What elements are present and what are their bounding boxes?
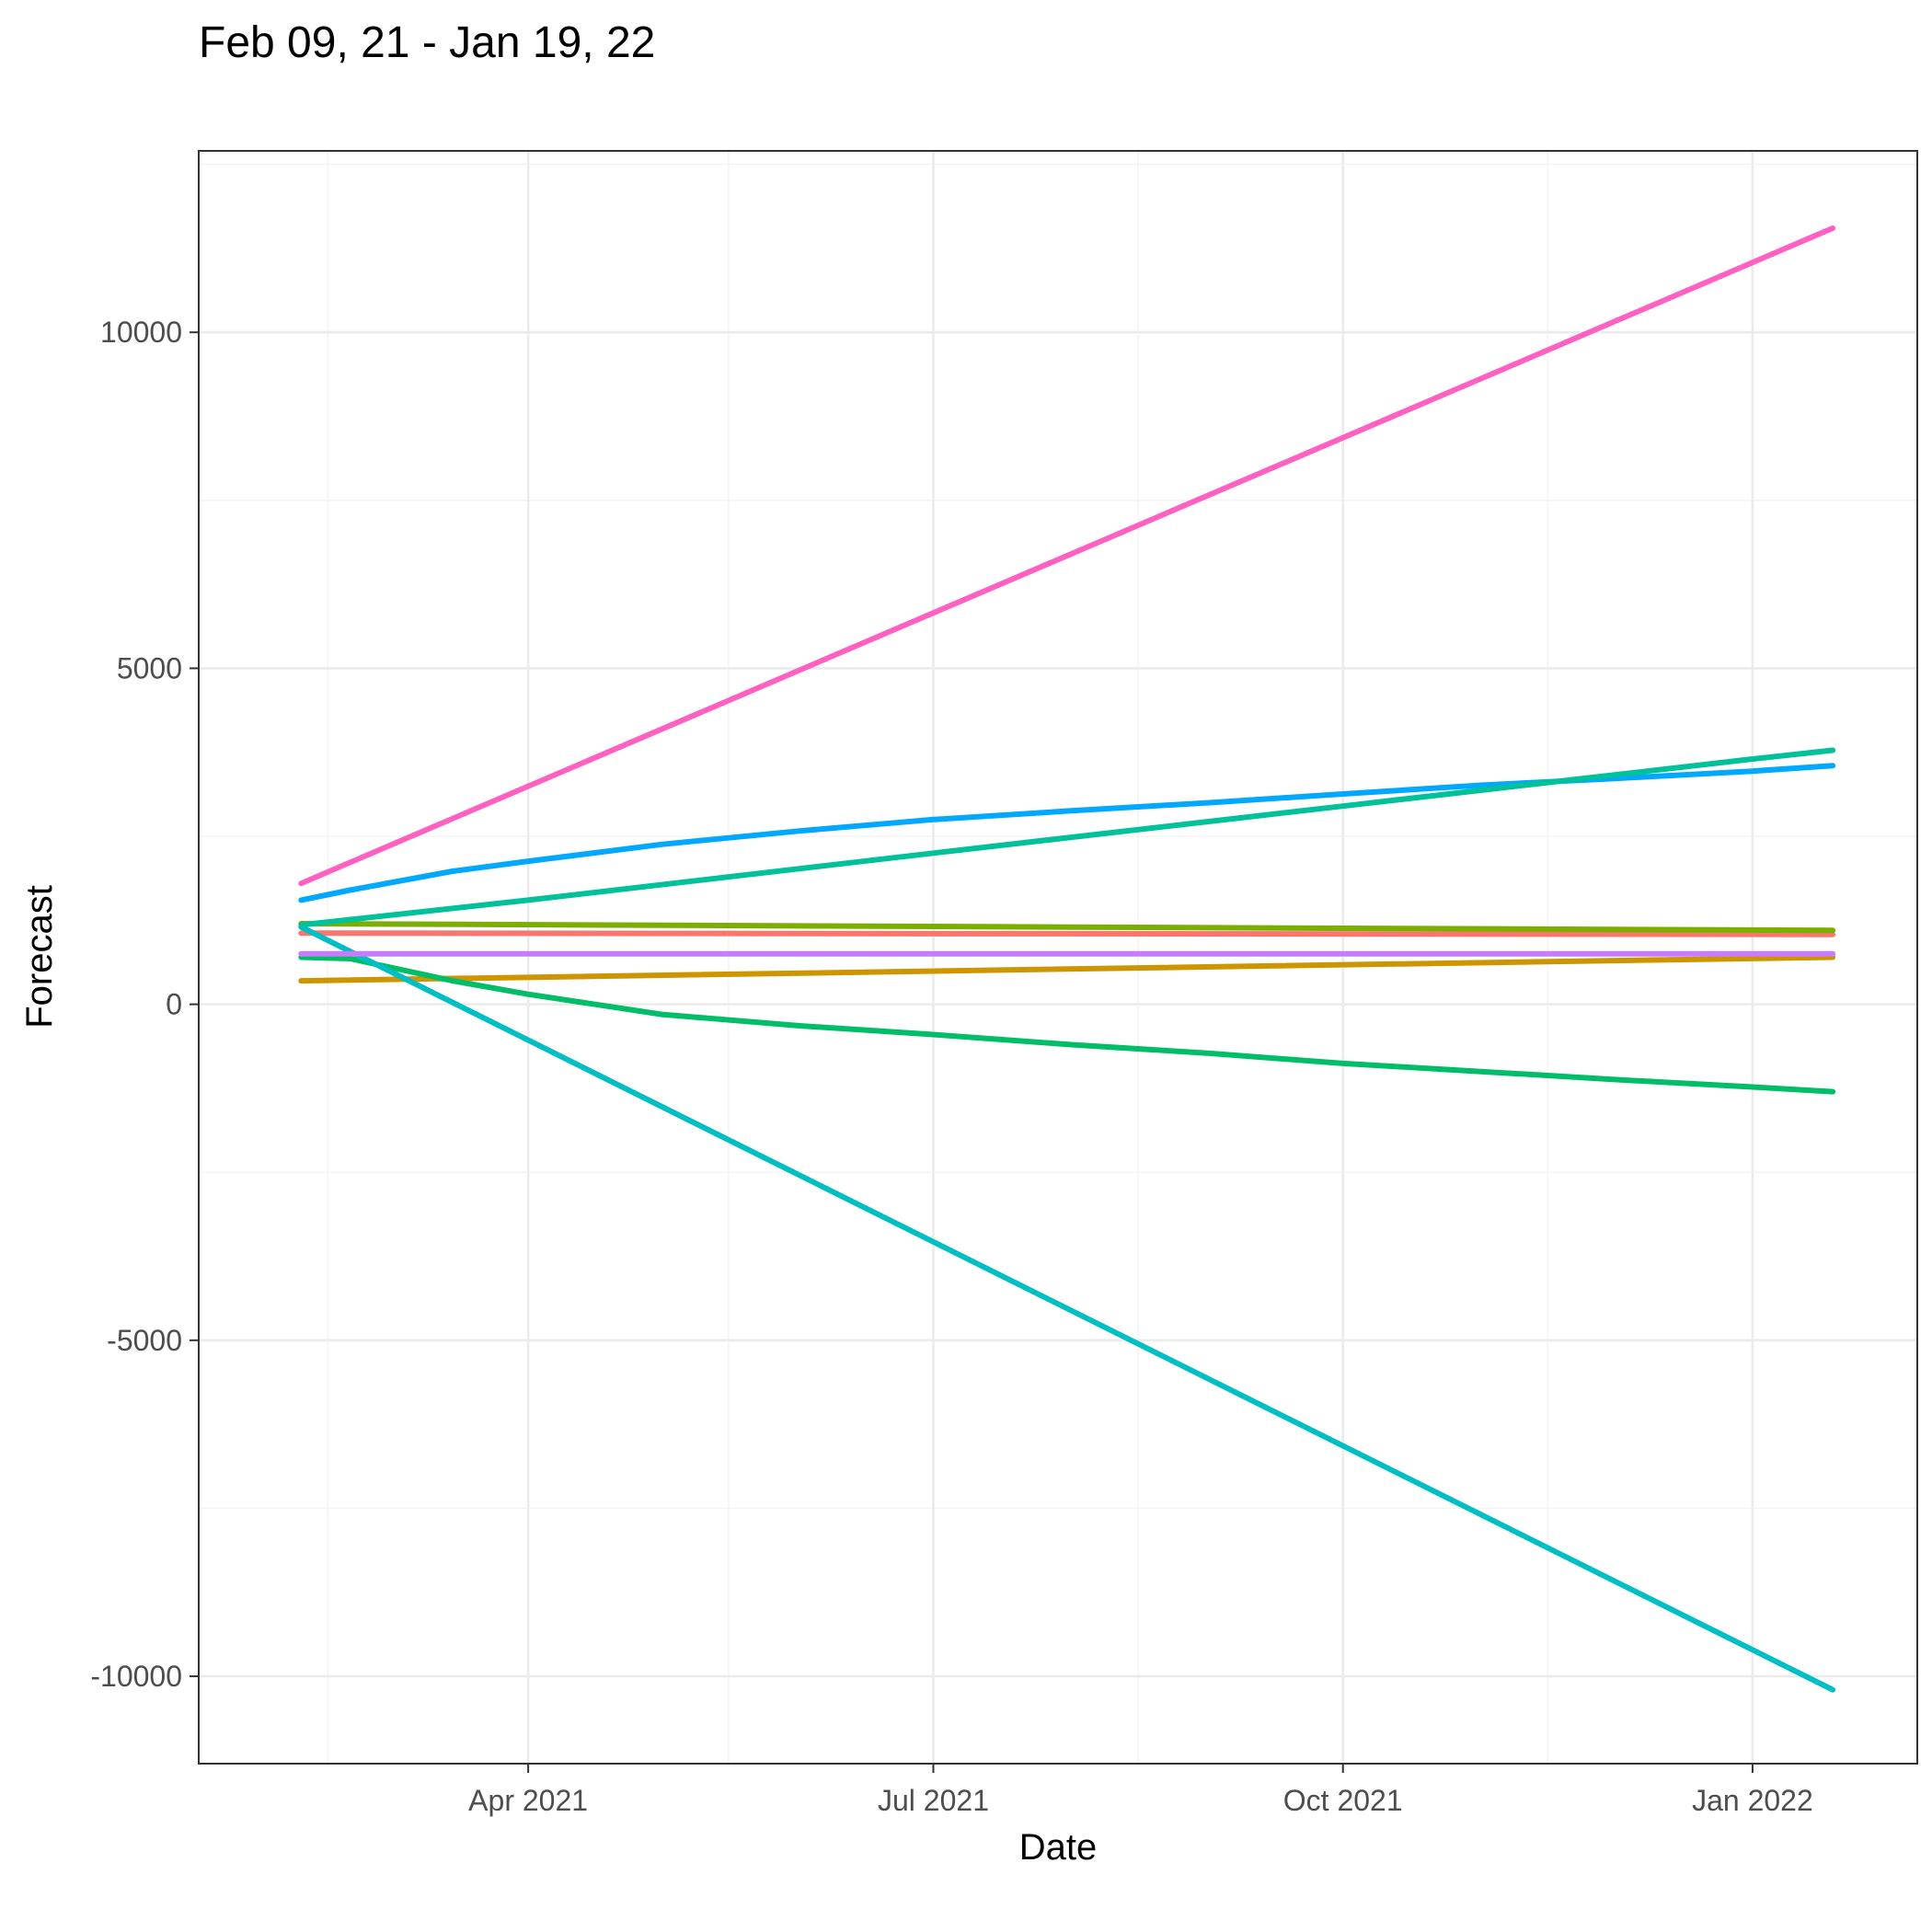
plot-panel (198, 150, 1918, 1765)
x-axis: Apr 2021 Jul 2021 Oct 2021 Jan 2022 (468, 1764, 1813, 1817)
x-tick-label: Oct 2021 (1283, 1784, 1403, 1817)
y-tick-label: 0 (166, 988, 182, 1021)
y-tick-label: -5000 (107, 1324, 182, 1357)
y-tick-label: 10000 (100, 316, 182, 349)
series-line-3 (298, 921, 1836, 934)
series-line-5 (298, 924, 1836, 1693)
panel-border (198, 150, 1918, 1765)
y-axis-title: Forecast (19, 885, 60, 1029)
series-line-4 (298, 954, 1836, 1095)
y-tick-label: -10000 (90, 1660, 182, 1693)
x-tick-label: Apr 2021 (468, 1784, 588, 1817)
y-tick-label: 5000 (117, 651, 182, 684)
minor-gridlines (199, 151, 1917, 1764)
y-axis: -10000 -5000 0 5000 10000 (90, 316, 199, 1693)
series-line-8 (298, 225, 1836, 887)
x-axis-title: Date (1019, 1827, 1098, 1868)
series-line-1 (298, 930, 1836, 937)
series-line-7 (298, 747, 1836, 928)
series-lines (298, 225, 1836, 1693)
x-tick-label: Jan 2022 (1692, 1784, 1813, 1817)
x-tick-label: Jul 2021 (878, 1784, 989, 1817)
chart-title: Feb 09, 21 - Jan 19, 22 (199, 18, 655, 67)
series-line-2 (298, 954, 1836, 984)
